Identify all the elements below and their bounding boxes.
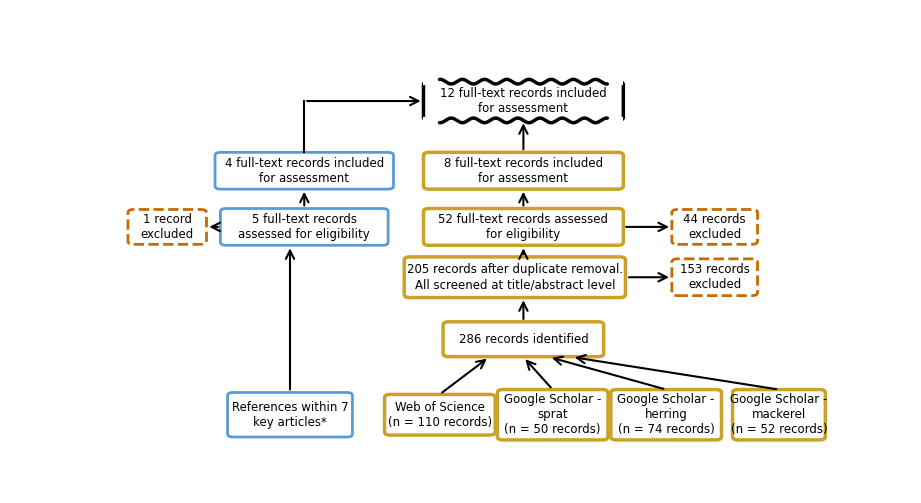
FancyBboxPatch shape <box>424 152 624 189</box>
Text: Google Scholar -
herring
(n = 74 records): Google Scholar - herring (n = 74 records… <box>617 393 715 436</box>
FancyBboxPatch shape <box>216 152 393 189</box>
FancyBboxPatch shape <box>227 392 353 437</box>
FancyBboxPatch shape <box>128 209 206 244</box>
FancyBboxPatch shape <box>424 81 624 120</box>
Text: 44 records
excluded: 44 records excluded <box>683 213 746 241</box>
Text: References within 7
key articles*: References within 7 key articles* <box>232 401 348 429</box>
FancyBboxPatch shape <box>404 257 625 298</box>
FancyBboxPatch shape <box>672 259 757 296</box>
FancyBboxPatch shape <box>672 209 757 244</box>
Text: 12 full-text records included
for assessment: 12 full-text records included for assess… <box>440 87 607 115</box>
Text: 8 full-text records included
for assessment: 8 full-text records included for assessm… <box>444 157 603 185</box>
FancyBboxPatch shape <box>220 209 388 245</box>
Text: 1 record
excluded: 1 record excluded <box>141 213 193 241</box>
FancyBboxPatch shape <box>497 389 608 440</box>
FancyBboxPatch shape <box>732 389 825 440</box>
Text: Web of Science
(n = 110 records): Web of Science (n = 110 records) <box>388 401 492 429</box>
Text: Google Scholar -
mackerel
(n = 52 records): Google Scholar - mackerel (n = 52 record… <box>730 393 828 436</box>
FancyBboxPatch shape <box>424 209 624 245</box>
Text: 153 records
excluded: 153 records excluded <box>680 263 750 291</box>
FancyBboxPatch shape <box>443 322 603 357</box>
Text: 286 records identified: 286 records identified <box>459 332 589 346</box>
Text: Google Scholar -
sprat
(n = 50 records): Google Scholar - sprat (n = 50 records) <box>504 393 601 436</box>
FancyBboxPatch shape <box>611 389 721 440</box>
Text: 4 full-text records included
for assessment: 4 full-text records included for assessm… <box>225 157 384 185</box>
FancyBboxPatch shape <box>385 394 495 435</box>
Text: 5 full-text records
assessed for eligibility: 5 full-text records assessed for eligibi… <box>239 213 370 241</box>
Text: 52 full-text records assessed
for eligibility: 52 full-text records assessed for eligib… <box>438 213 609 241</box>
Text: 205 records after duplicate removal.
All screened at title/abstract level: 205 records after duplicate removal. All… <box>407 263 623 291</box>
